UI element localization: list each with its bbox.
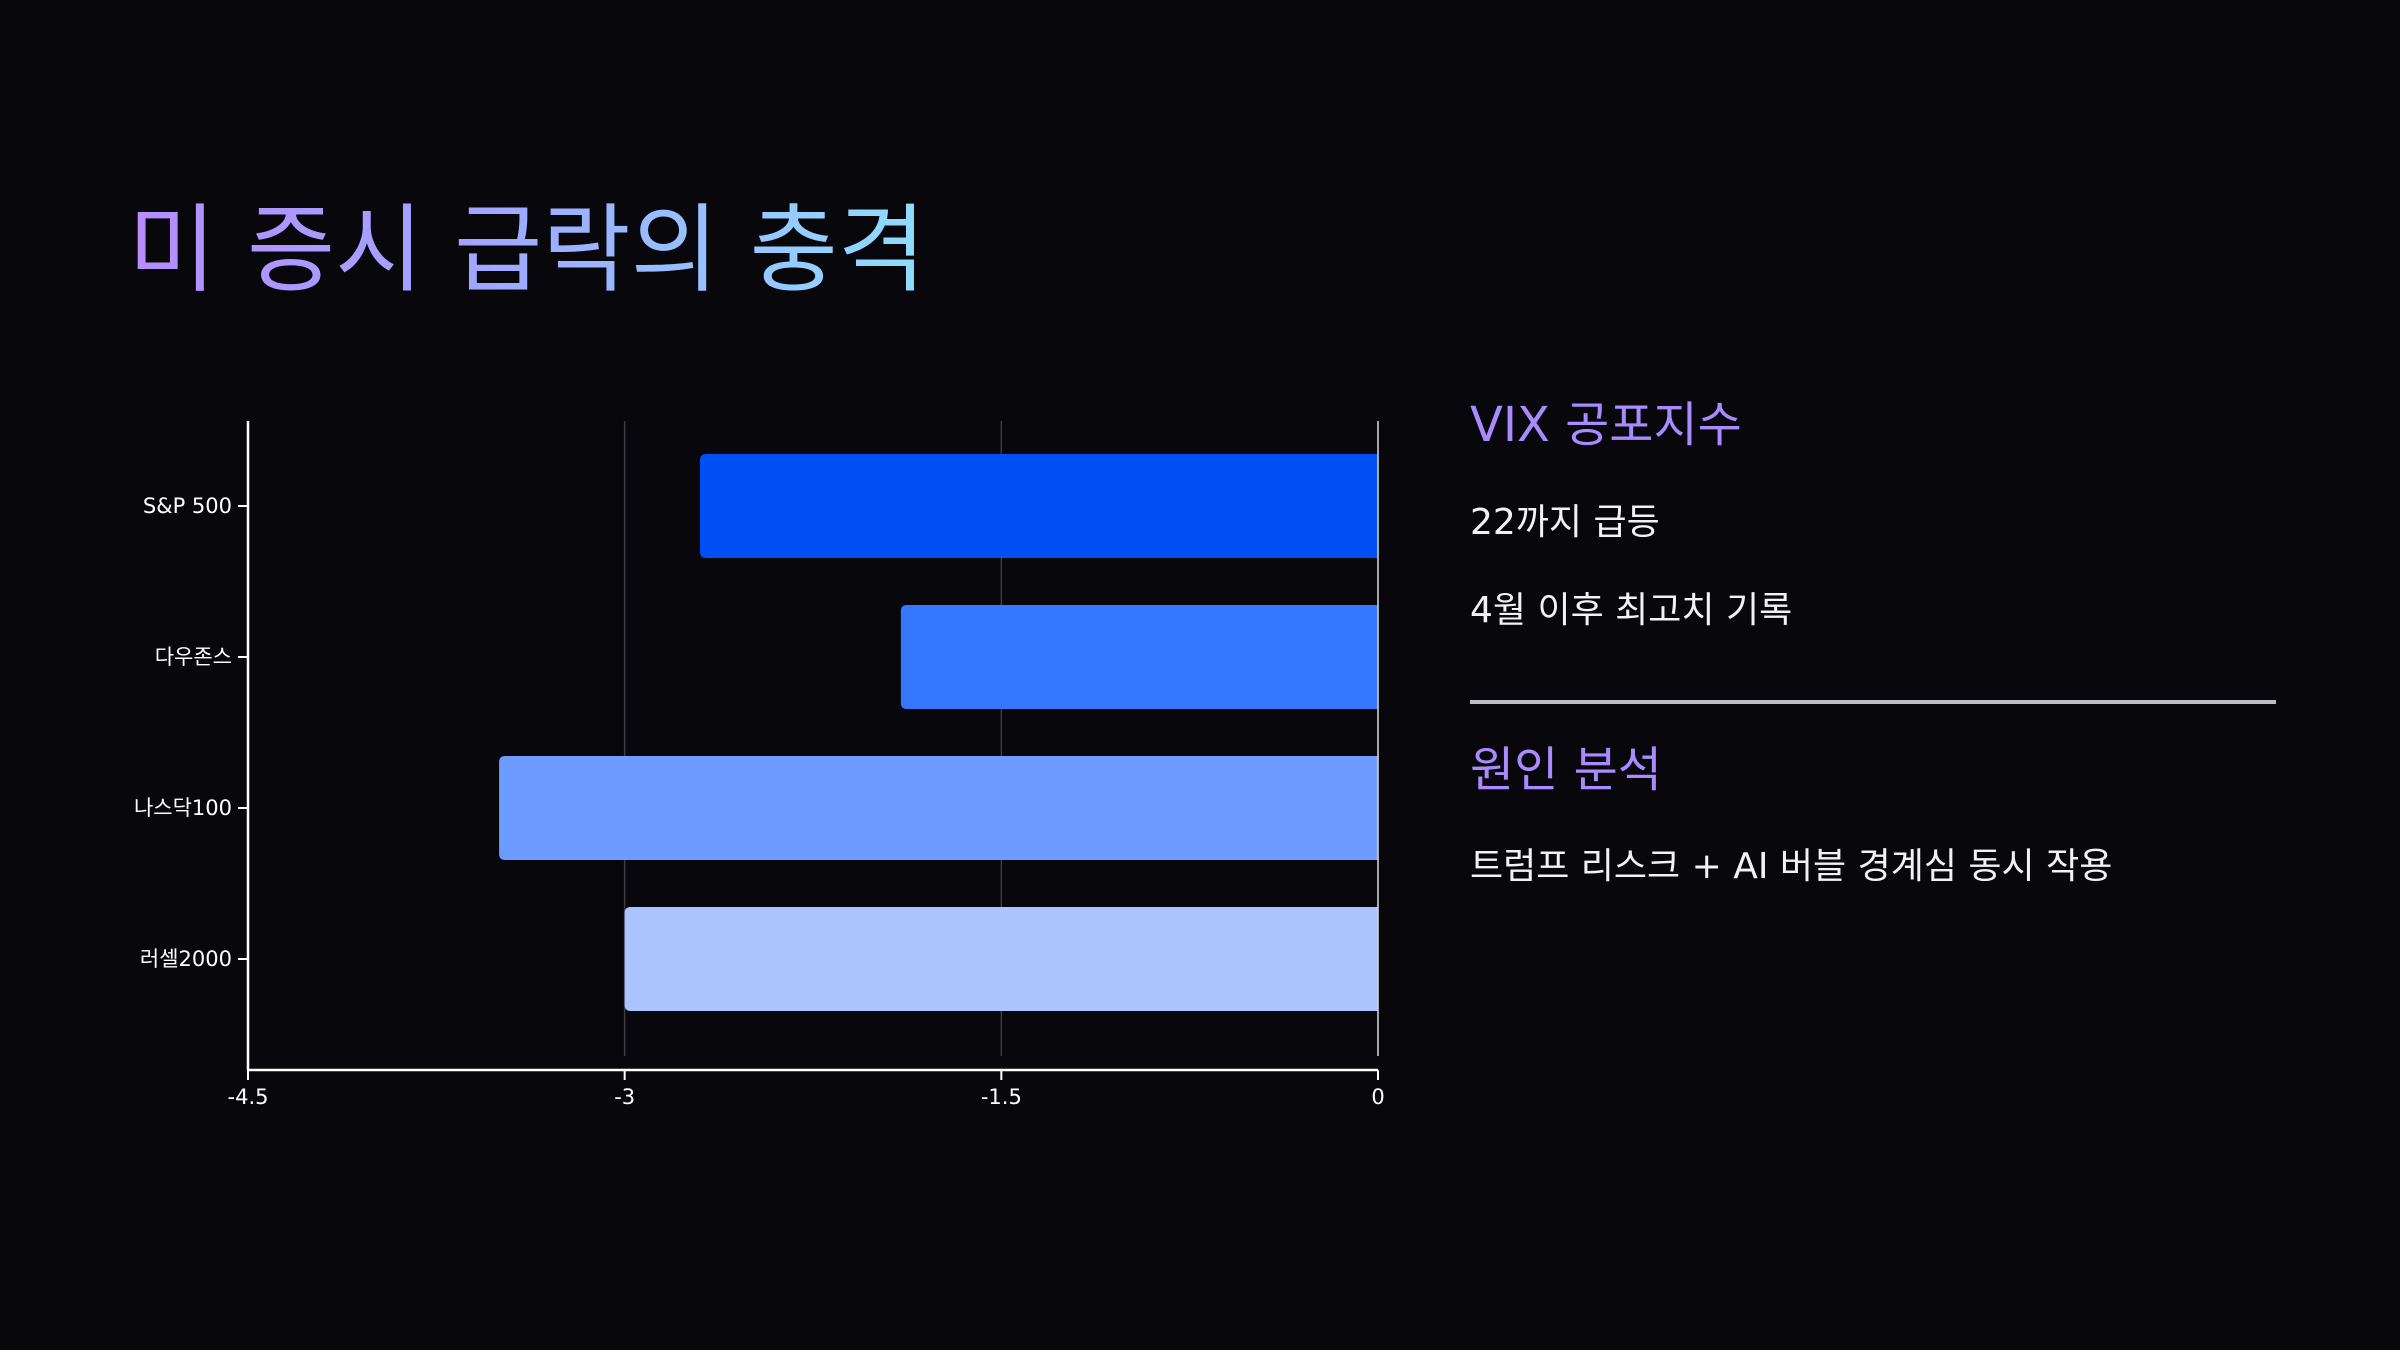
y-tick-label: 러셀2000: [140, 947, 232, 971]
x-tick-label: 0: [1371, 1085, 1384, 1109]
vix-heading: VIX 공포지수: [1470, 397, 1742, 453]
y-tick-label: 나스닥100: [134, 796, 232, 820]
bar-2: [900, 605, 1378, 709]
y-tick-label: S&P 500: [143, 494, 232, 518]
divider: [1470, 700, 2276, 704]
y-tick-label: 다우존스: [155, 645, 232, 669]
x-tick-label: -4.5: [228, 1085, 269, 1109]
vix-line-1: 22까지 급등: [1470, 502, 1660, 543]
cause-heading: 원인 분석: [1470, 742, 1662, 798]
bar-1: [700, 454, 1378, 558]
vix-line-2: 4월 이후 최고치 기록: [1470, 590, 1793, 631]
slide-title: 미 증시 급락의 충격: [128, 190, 926, 310]
bar-4: [624, 907, 1378, 1011]
cause-line-1: 트럼프 리스크 + AI 버블 경계심 동시 작용: [1470, 846, 2113, 887]
x-tick-label: -3: [614, 1085, 635, 1109]
x-tick-label: -1.5: [981, 1085, 1022, 1109]
bar-3: [499, 756, 1379, 860]
